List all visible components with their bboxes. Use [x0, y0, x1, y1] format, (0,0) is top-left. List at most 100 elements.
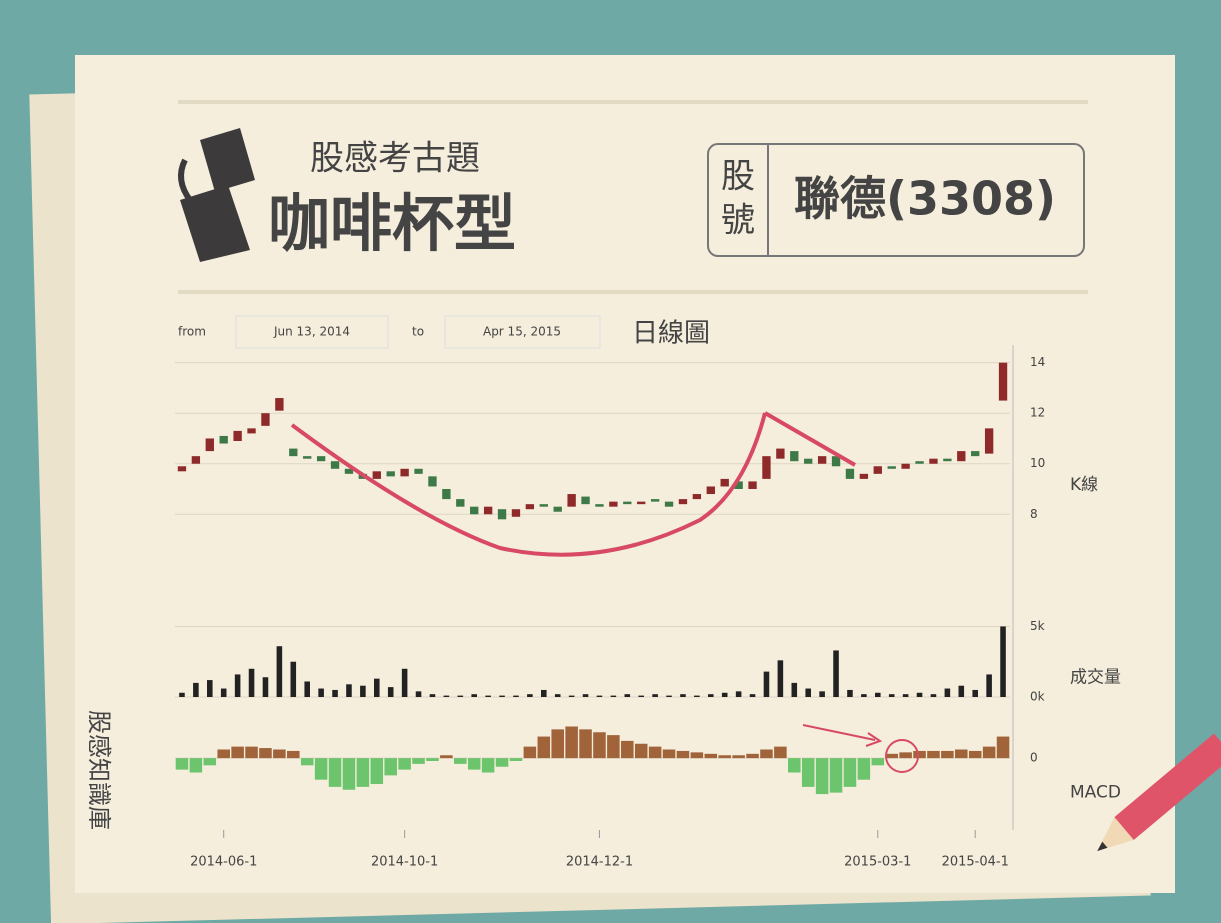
annotations [290, 411, 919, 773]
volume-bar [986, 674, 992, 697]
macd-bar [927, 750, 940, 759]
volume-bar [749, 694, 756, 697]
y-tick-label: 5k [1030, 619, 1045, 633]
macd-bar [481, 758, 495, 773]
y-tick-label: 0k [1030, 690, 1045, 704]
candle [748, 481, 757, 489]
x-tick-label: 2015-04-1 [942, 855, 1009, 870]
macd-bar [342, 758, 356, 790]
candle [205, 438, 214, 452]
book-icon [178, 128, 255, 262]
candle [386, 471, 395, 477]
x-tick-label: 2014-12-1 [566, 855, 633, 870]
candle [414, 468, 423, 474]
title: 咖啡杯型 [268, 187, 516, 260]
volume-bar [387, 687, 394, 697]
date-field[interactable] [235, 315, 389, 349]
y-tick-label: 12 [1030, 406, 1045, 420]
candle [344, 468, 354, 474]
candle [525, 504, 535, 510]
candle [804, 458, 813, 464]
volume-bar [415, 691, 422, 697]
to-label: to [412, 325, 424, 339]
macd-bar [760, 749, 773, 759]
volume-bar [694, 695, 700, 697]
volume-bar [708, 694, 714, 697]
macd-bar [857, 758, 871, 780]
candle [915, 461, 924, 464]
macd-bar [384, 758, 397, 776]
volume-bar [1000, 626, 1006, 697]
candle [762, 456, 771, 479]
volume-bar [374, 678, 380, 697]
macd-bar [955, 749, 968, 759]
candle [289, 448, 298, 457]
panel-label: MACD [1070, 783, 1121, 803]
candle [984, 428, 994, 454]
volume-bar [318, 688, 324, 697]
macd-bar [495, 758, 509, 767]
candle [734, 481, 743, 489]
macd-bar [440, 755, 453, 759]
candle [623, 501, 632, 505]
macd-bar [718, 755, 731, 759]
candle [873, 466, 882, 474]
candle [706, 486, 715, 495]
macd-bar [259, 748, 272, 759]
volume-bar [791, 682, 798, 697]
volume-bar [401, 668, 408, 697]
candle [817, 456, 827, 464]
volume-bar [276, 646, 283, 697]
macd-bar [593, 732, 606, 759]
candle [275, 398, 284, 411]
candle [790, 451, 799, 462]
volume-bar [248, 668, 255, 697]
macd-bar [231, 746, 244, 759]
macd-bar [774, 746, 787, 759]
volume-bar [471, 694, 477, 697]
macd-bar [454, 758, 467, 764]
volume-bar [304, 681, 310, 697]
macd-bar [913, 750, 926, 759]
volume-bar [888, 694, 895, 697]
volume-bar [902, 694, 909, 697]
candle [483, 506, 493, 515]
macd-bar [370, 758, 384, 784]
macd-bar [941, 750, 954, 759]
macd-bar [203, 758, 217, 766]
macd-bar [815, 758, 829, 795]
y-tick-label: 10 [1030, 456, 1045, 470]
candle [859, 473, 869, 479]
macd-bar [662, 749, 676, 759]
macd-bar [273, 749, 286, 759]
macd-bar [245, 746, 258, 759]
volume-bar [861, 694, 867, 697]
macd-bar [175, 758, 189, 770]
volume-bar [666, 695, 672, 697]
panel-label: K線 [1070, 475, 1098, 495]
candle [831, 456, 841, 467]
volume-bar [499, 695, 505, 697]
macd-bar [300, 758, 314, 766]
volume-bar [541, 689, 547, 697]
volume-bar [207, 680, 213, 697]
volume-bar [568, 695, 575, 697]
view-label: 日線圖 [632, 319, 710, 349]
volume-bar [721, 692, 728, 697]
macd-bar [565, 726, 578, 759]
candle [901, 463, 910, 469]
volume-bar [972, 689, 978, 697]
candle [316, 456, 326, 462]
candle [470, 506, 479, 515]
volume-bar [819, 691, 825, 697]
volume-bar [360, 685, 366, 697]
macd-bar [801, 758, 815, 787]
volume-bar [944, 688, 951, 697]
macd-bar [690, 752, 704, 759]
to-date: Apr 15, 2015 [483, 325, 561, 339]
macd-bar [788, 758, 801, 773]
candle [553, 506, 562, 512]
macd-bar [648, 746, 662, 759]
date-field[interactable] [444, 315, 601, 349]
